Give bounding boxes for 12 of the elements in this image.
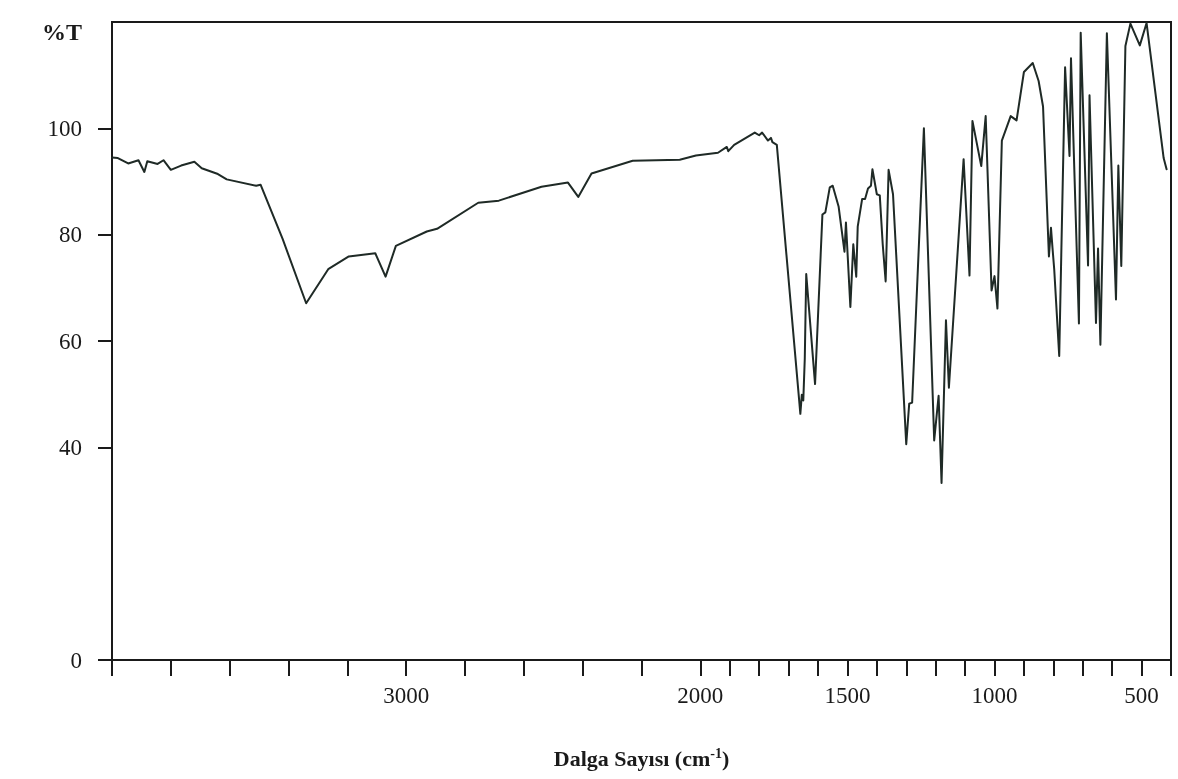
- x-tick-label: 500: [1124, 683, 1159, 708]
- y-axis-title: %T: [41, 19, 82, 45]
- y-tick-label: 60: [59, 328, 82, 354]
- y-tick-label: 0: [70, 647, 82, 673]
- y-tick-label: 80: [59, 222, 82, 248]
- line-series: [111, 22, 1168, 484]
- x-tick-label: 1500: [824, 683, 871, 708]
- x-tick-label: 1000: [971, 683, 1018, 708]
- x-tick-label: 3000: [383, 683, 430, 708]
- x-tick-label: 2000: [677, 683, 724, 708]
- y-tick-label: 40: [59, 434, 82, 460]
- y-tick-label: 100: [47, 115, 82, 141]
